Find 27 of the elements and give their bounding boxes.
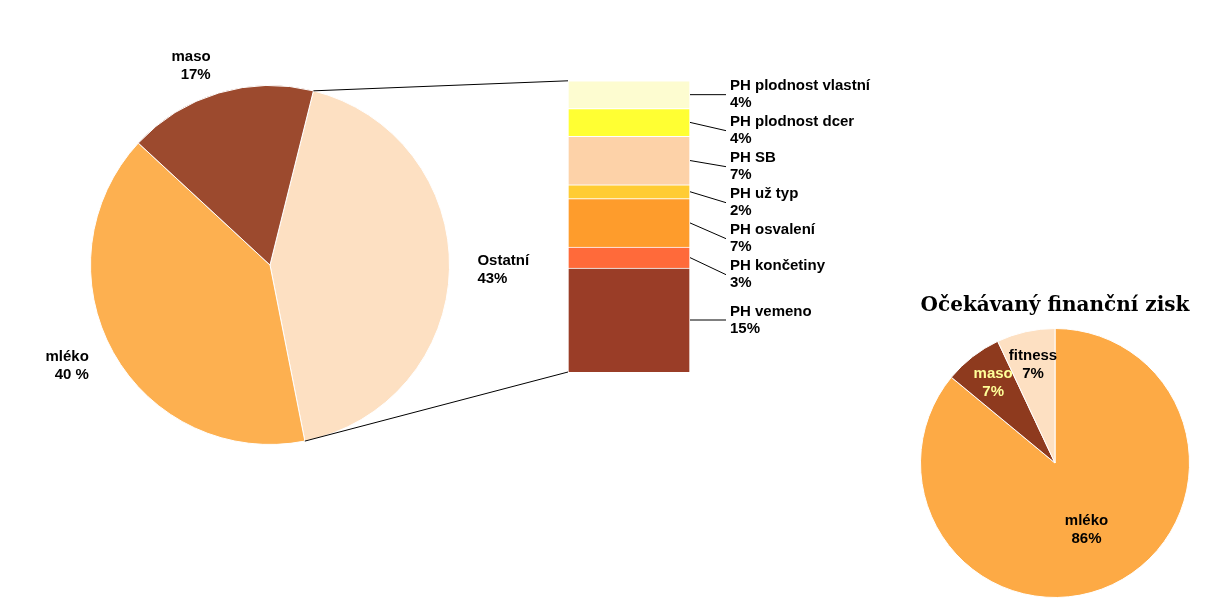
text: PH SB xyxy=(730,148,777,166)
data-label: 3% xyxy=(730,273,752,291)
text: PH osvalení xyxy=(730,220,816,238)
data-label: 15% xyxy=(730,318,761,336)
data-label: 7% xyxy=(982,382,1005,400)
data-label: 7% xyxy=(730,237,752,255)
data-label: 4% xyxy=(730,129,752,147)
slice-label: mléko xyxy=(1064,511,1109,529)
text: PH už typ xyxy=(730,184,799,202)
text: PH plodnost dcer xyxy=(730,112,855,130)
data-label: 7% xyxy=(1022,363,1044,381)
slice-label: maso xyxy=(973,364,1013,382)
chart-title: Očekávaný finanční zisk xyxy=(920,292,1191,317)
data-label: 7% xyxy=(730,165,752,183)
text: PH končetiny xyxy=(730,256,826,274)
data-label: 86% xyxy=(1071,529,1102,547)
slice-label: maso xyxy=(171,47,211,65)
data-label: 17% xyxy=(180,65,211,83)
data-label: 40 % xyxy=(54,365,89,383)
text: PH vemeno xyxy=(730,301,812,319)
slice-label: fitness xyxy=(1008,345,1058,363)
data-label: 4% xyxy=(730,93,752,111)
slice-label: mléko xyxy=(45,347,89,365)
data-label: 43% xyxy=(477,269,508,287)
data-label: 2% xyxy=(730,201,752,219)
text: PH plodnost vlastní xyxy=(730,76,871,94)
slice-label: Ostatní xyxy=(477,251,530,269)
